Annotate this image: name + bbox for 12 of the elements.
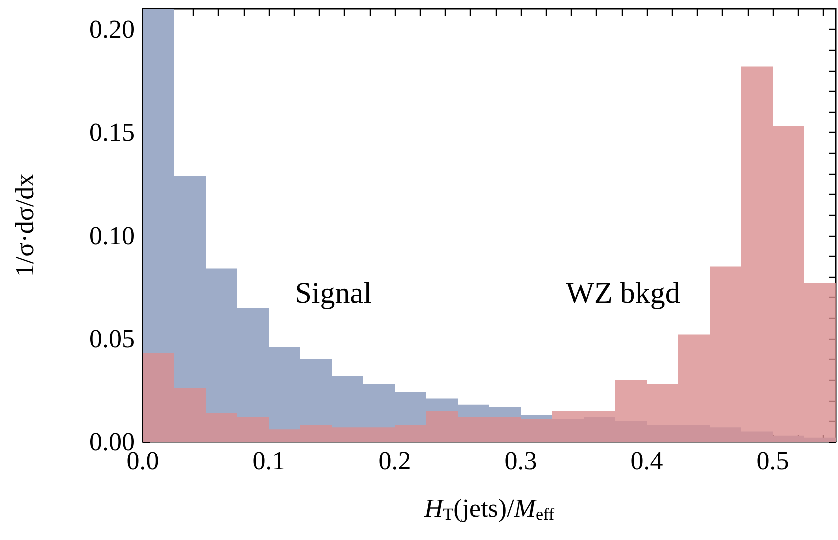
x-tick-label: 0.4 [630,446,664,476]
annotation: Signal [295,276,372,310]
y-tick-label: 0.10 [90,221,135,250]
annotation: WZ bkgd [566,276,680,310]
y-tick-label: 0.20 [90,15,135,44]
x-tick-label: 0.3 [504,446,538,476]
x-tick-label: 0.2 [378,446,412,476]
x-tick-label: 0.1 [252,446,286,476]
y-tick-label: 0.15 [90,118,135,148]
x-tick-label: 0.5 [756,446,790,476]
y-axis-title: 1/σ·dσ/dx [10,174,40,278]
y-tick-label: 0.05 [90,324,135,354]
